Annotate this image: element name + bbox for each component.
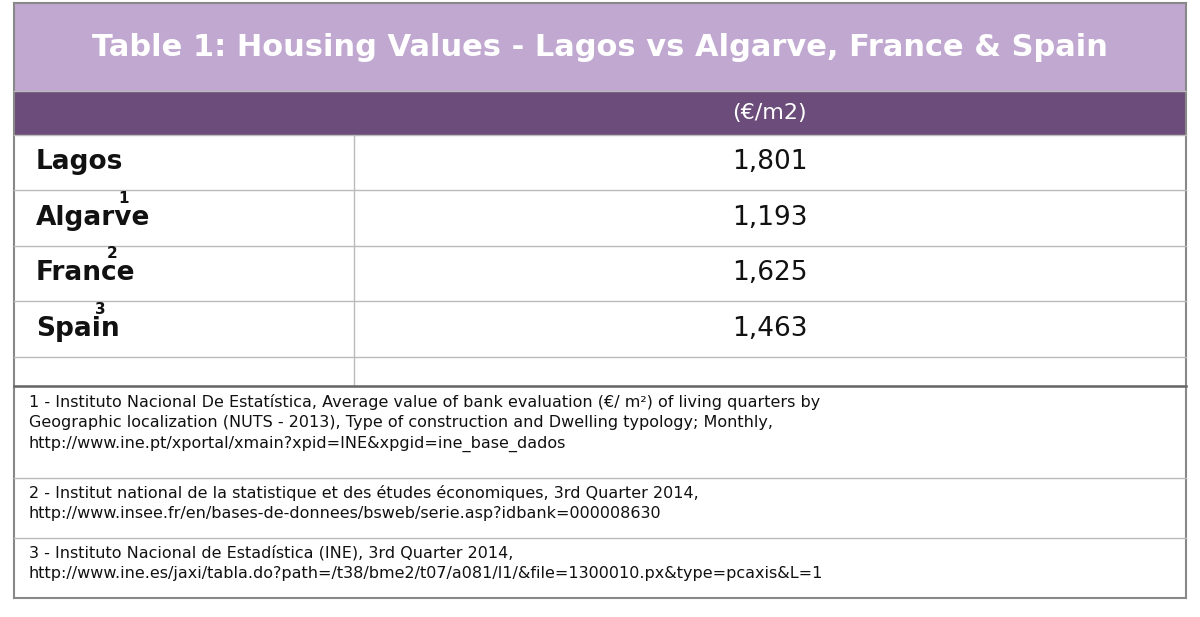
Text: (€/m2): (€/m2)	[732, 103, 808, 123]
Text: 2 - Institut national de la statistique et des études économiques, 3rd Quarter 2: 2 - Institut national de la statistique …	[29, 485, 698, 521]
Text: Algarve: Algarve	[36, 205, 150, 231]
Text: Spain: Spain	[36, 316, 120, 342]
FancyBboxPatch shape	[14, 190, 1186, 246]
Text: 2: 2	[107, 246, 118, 261]
FancyBboxPatch shape	[14, 246, 1186, 301]
FancyBboxPatch shape	[14, 478, 1186, 538]
FancyBboxPatch shape	[14, 386, 1186, 478]
Text: 1,463: 1,463	[732, 316, 808, 342]
Text: 3 - Instituto Nacional de Estadística (INE), 3rd Quarter 2014,

http://www.ine.e: 3 - Instituto Nacional de Estadística (I…	[29, 545, 823, 581]
Text: 1 - Instituto Nacional De Estatística, Average value of bank evaluation (€/ m²) : 1 - Instituto Nacional De Estatística, A…	[29, 394, 820, 452]
Text: France: France	[36, 260, 136, 286]
Text: 1,625: 1,625	[732, 260, 808, 286]
FancyBboxPatch shape	[14, 357, 1186, 386]
Text: 3: 3	[95, 302, 106, 317]
Text: Lagos: Lagos	[36, 149, 124, 175]
FancyBboxPatch shape	[14, 91, 1186, 135]
FancyBboxPatch shape	[14, 538, 1186, 598]
FancyBboxPatch shape	[14, 3, 1186, 91]
FancyBboxPatch shape	[14, 301, 1186, 357]
FancyBboxPatch shape	[14, 135, 1186, 190]
Text: 1: 1	[119, 191, 128, 205]
Text: 1,801: 1,801	[732, 149, 808, 175]
Text: Table 1: Housing Values - Lagos vs Algarve, France & Spain: Table 1: Housing Values - Lagos vs Algar…	[92, 33, 1108, 62]
Text: 1,193: 1,193	[732, 205, 808, 231]
